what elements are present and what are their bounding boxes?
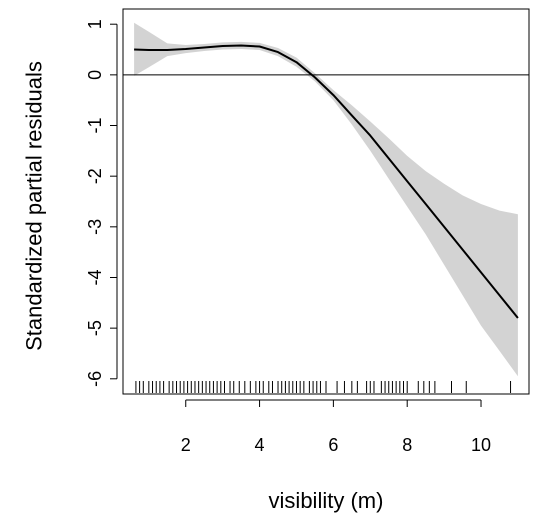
y-tick-label: -6: [85, 371, 105, 387]
y-tick-label: 0: [85, 70, 105, 80]
x-axis: 2 4 6 8 10: [181, 399, 491, 455]
rug-layer: [135, 381, 512, 393]
y-tick-label: -4: [85, 269, 105, 285]
x-axis-title: visibility (m): [269, 488, 384, 513]
y-axis: 1 0 -1 -2 -3 -4 -5 -6: [85, 19, 118, 387]
x-tick-label: 6: [328, 435, 338, 455]
x-tick-label: 4: [255, 435, 265, 455]
confidence-band: [134, 22, 518, 377]
y-axis-title: Standardized partial residuals: [22, 61, 47, 351]
y-tick-label: -5: [85, 320, 105, 336]
x-tick-label: 8: [402, 435, 412, 455]
plot-frame: [122, 8, 530, 395]
smooth-line-layer: [134, 44, 519, 319]
y-tick-label: -2: [85, 168, 105, 184]
y-tick-label: -3: [85, 219, 105, 235]
y-tick-label: 1: [85, 19, 105, 29]
y-tick-label: -1: [85, 118, 105, 134]
x-tick-label: 2: [181, 435, 191, 455]
smooth-fit-line: [134, 44, 519, 319]
x-tick-label: 10: [471, 435, 491, 455]
confidence-band-layer: [134, 22, 518, 377]
